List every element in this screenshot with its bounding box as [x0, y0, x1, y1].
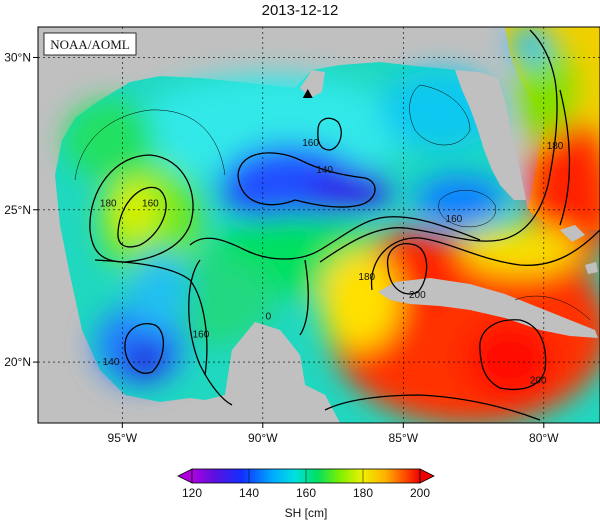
- contour-160-bay: [94, 259, 208, 376]
- colorbar-max-arrow: [419, 468, 435, 484]
- contour-label: 160: [302, 138, 319, 149]
- delta-land: [300, 70, 325, 98]
- contour-lines: [74, 29, 600, 421]
- contour-160-loop: [189, 216, 481, 260]
- plot-frame: [37, 26, 600, 424]
- lon-tick-label: 90°W: [248, 431, 278, 445]
- station-marker: [302, 89, 313, 99]
- credit-label: NOAA/AOML: [50, 37, 130, 52]
- contour-label: 140: [316, 165, 333, 176]
- contour-160-north: [317, 117, 342, 151]
- contour-label: 160: [446, 214, 463, 225]
- cuba-land: [378, 278, 598, 338]
- lat-tick-label: 30°N: [4, 50, 31, 64]
- contour-label: 140: [103, 357, 120, 368]
- bahamas-island: [585, 262, 598, 274]
- contour-200-north: [386, 243, 428, 295]
- contour-yucatan-north: [299, 259, 309, 336]
- bahamas-island: [560, 225, 585, 242]
- contour-label: 180: [547, 141, 564, 152]
- credit-box: NOAA/AOML: [43, 32, 137, 56]
- yucatan-land: [225, 322, 340, 423]
- contour-label: 180: [358, 272, 375, 283]
- lat-tick-label: 25°N: [4, 203, 31, 217]
- contour-180-loop: [370, 229, 600, 291]
- colorbar-tick-label: 120: [182, 486, 202, 500]
- contour-loop-current: [319, 29, 558, 263]
- colorbar-tick-label: 160: [296, 486, 316, 500]
- colorbar-tick-label: 180: [353, 486, 373, 500]
- contour-label: 160: [142, 199, 159, 210]
- contour-160-yucatan: [188, 259, 233, 406]
- contour-label: 180: [100, 199, 117, 210]
- gridlines: [38, 27, 600, 423]
- sea-height-field: [55, 27, 600, 423]
- contour-140: [237, 152, 376, 208]
- contour-thin-2: [438, 190, 496, 228]
- contour-label: 160: [193, 330, 210, 341]
- contour-thin-3: [74, 109, 226, 181]
- lon-tick-label: 80°W: [529, 431, 559, 445]
- colorbar-tick-label: 140: [239, 486, 259, 500]
- colorbar-ticks: 120 140 160 180 200: [182, 469, 430, 500]
- contour-label: 0: [266, 311, 272, 322]
- colorbar-tick-label: 200: [410, 486, 430, 500]
- axis-ticks: 95°W 90°W 85°W 80°W 30°N 25°N 20°N: [4, 50, 559, 445]
- contour-label: 200: [409, 290, 426, 301]
- map-title: 2013-12-12: [261, 2, 339, 19]
- contour-labels: 180 160 160 140 160 180 180 200 160 140 200 0: [100, 138, 564, 387]
- contour-180-west: [117, 186, 167, 248]
- contour-200-south: [479, 319, 547, 391]
- lon-tick-label: 85°W: [389, 431, 419, 445]
- contour-140-bay: [124, 323, 164, 374]
- contour-label: 200: [530, 375, 547, 386]
- colorbar-label: SH [cm]: [285, 506, 328, 520]
- florida-land: [455, 70, 526, 200]
- contour-thin-1: [409, 84, 471, 146]
- contour-thin-4: [514, 295, 591, 321]
- contour-180-yucatan: [324, 394, 541, 421]
- colorbar-min-arrow: [177, 468, 193, 484]
- lat-tick-label: 20°N: [4, 355, 31, 369]
- colorbar: 120 140 160 180 200 SH [cm]: [177, 468, 435, 520]
- lon-tick-label: 95°W: [108, 431, 138, 445]
